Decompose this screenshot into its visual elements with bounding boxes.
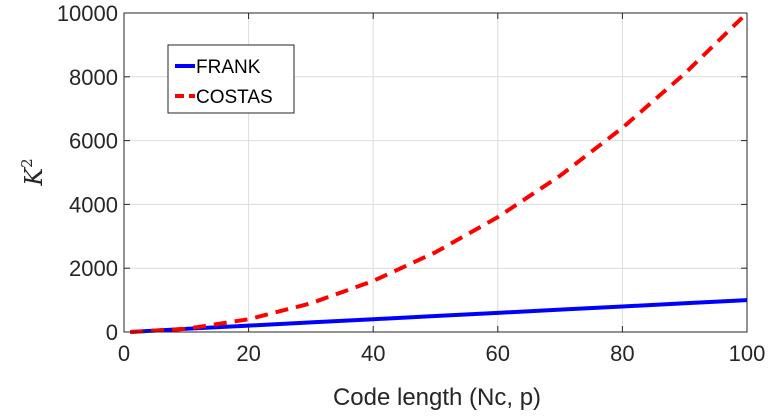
x-tick-label: 20 — [236, 341, 260, 366]
series-line-frank — [130, 298, 748, 334]
axes-box — [123, 12, 748, 333]
y-tick-label: 0 — [106, 320, 118, 345]
y-tick-label: 10000 — [57, 1, 118, 26]
legend-label-frank: FRANK — [196, 57, 261, 78]
axes — [123, 12, 748, 333]
y-tick-labels: 0 2000 4000 6000 8000 10000 — [57, 1, 118, 345]
y-axis-title: K2 — [18, 158, 48, 186]
y-tick-label: 8000 — [69, 65, 118, 90]
y-tick-label: 4000 — [69, 192, 118, 217]
series-layer — [130, 11, 749, 334]
x-tick-label: 60 — [486, 341, 510, 366]
x-tick-label: 40 — [361, 341, 385, 366]
x-tick-label: 100 — [729, 341, 766, 366]
x-tick-labels: 0 20 40 60 80 100 — [118, 341, 765, 366]
series-line-costas — [130, 11, 749, 334]
x-axis-title: Code length (Nc, p) — [333, 384, 541, 411]
y-tick-label: 6000 — [69, 129, 118, 154]
y-axis-title-superscript: 2 — [18, 158, 36, 168]
legend-label-costas: COSTAS — [196, 87, 273, 108]
x-tick-label: 80 — [610, 341, 634, 366]
y-axis-title-base: K — [20, 166, 48, 187]
x-tick-label: 0 — [118, 341, 130, 366]
y-tick-label: 2000 — [69, 256, 118, 281]
legend: FRANK COSTAS — [167, 44, 295, 114]
legend-box — [167, 44, 295, 114]
